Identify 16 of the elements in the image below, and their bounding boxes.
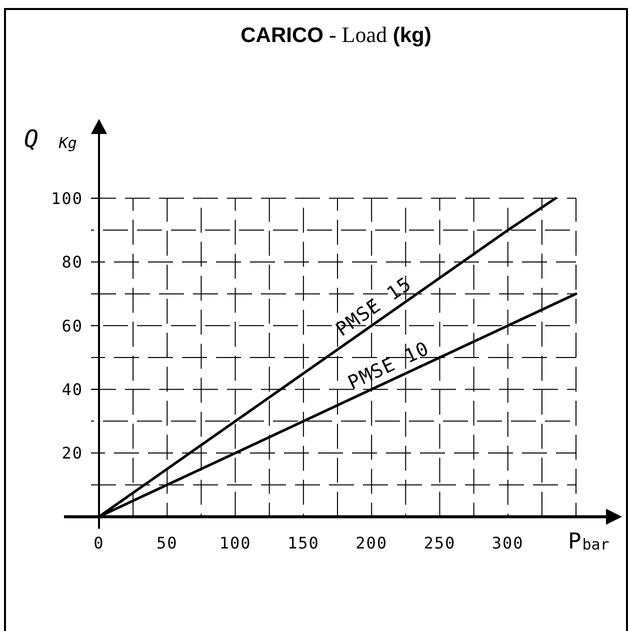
x-tick-label: 100: [219, 534, 252, 553]
x-tick-label: 150: [287, 534, 320, 553]
y-tick-label: 100: [51, 188, 83, 208]
y-tick-label: 60: [62, 316, 83, 336]
x-tick-label: 200: [356, 534, 388, 553]
x-tick-label: 250: [424, 534, 456, 553]
x-axis-title: Pbar: [568, 530, 610, 555]
x-tick-label: 0: [94, 534, 104, 553]
x-tick-label: 300: [492, 534, 524, 553]
y-tick-label: 20: [62, 444, 83, 463]
y-tick-label: 80: [62, 252, 83, 272]
y-axis-title: Q Kg: [24, 125, 77, 153]
y-tick-label: 40: [62, 380, 83, 399]
chart-title: CARICO - Load (kg): [240, 22, 432, 47]
text: PMSE 10: [344, 337, 433, 394]
x-tick-label: 50: [156, 534, 178, 553]
